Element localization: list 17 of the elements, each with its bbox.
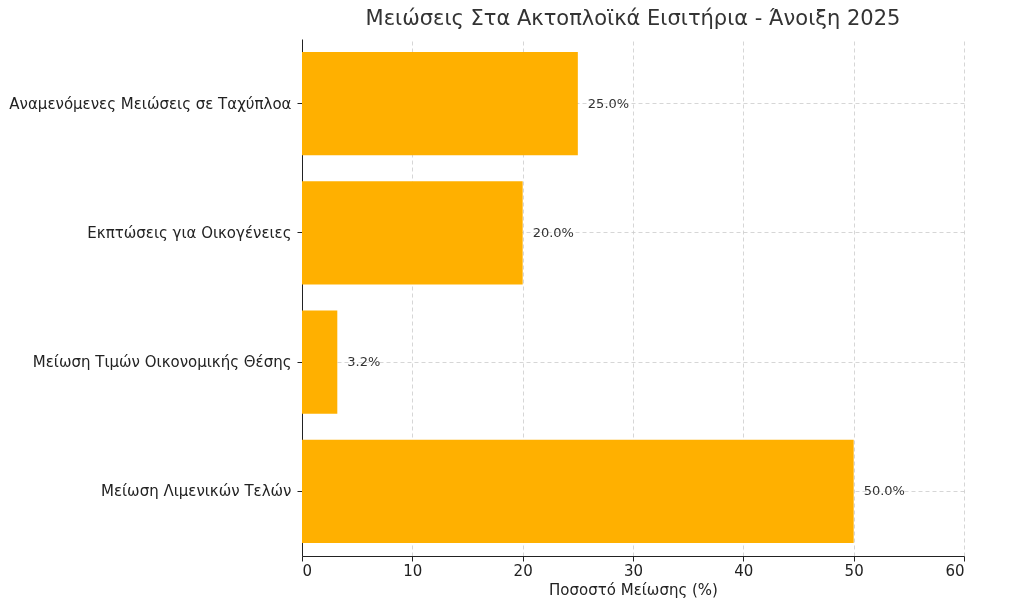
y-tick-label: Αναμενόμενες Μειώσεις σε Ταχύπλοα: [9, 94, 292, 113]
x-tick-label: 0: [302, 561, 313, 580]
data-label: 50.0%: [863, 483, 905, 499]
data-label: 3.2%: [347, 354, 381, 370]
x-tick-label: 10: [403, 561, 423, 580]
x-tick-label: 20: [513, 561, 533, 580]
chart-title: Μειώσεις Στα Ακτοπλοϊκά Εισιτήρια - Άνοιξη 2025: [365, 6, 901, 30]
y-tick-label: Μείωση Λιμενικών Τελών: [100, 482, 292, 501]
x-tick-label: 50: [844, 561, 864, 580]
data-label: 25.0%: [587, 95, 630, 111]
data-label: 20.0%: [532, 224, 574, 240]
x-tick-label: 30: [623, 561, 644, 580]
x-tick-label: 40: [734, 561, 754, 580]
x-axis-title: Ποσοστό Μείωσης (%): [549, 580, 718, 599]
y-tick-label: Μείωση Τιμών Οικονομικής Θέσης: [32, 353, 292, 372]
x-tick-label: 60: [945, 561, 965, 580]
y-tick-label: Εκπτώσεις για Οικογένειες: [87, 223, 292, 242]
